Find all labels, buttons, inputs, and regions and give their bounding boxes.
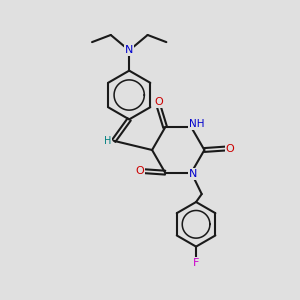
Text: F: F bbox=[193, 258, 199, 268]
Text: O: O bbox=[226, 143, 234, 154]
Text: O: O bbox=[135, 166, 144, 176]
Text: H: H bbox=[103, 136, 111, 146]
Text: N: N bbox=[125, 45, 134, 56]
Text: NH: NH bbox=[189, 119, 204, 129]
Text: N: N bbox=[189, 169, 197, 179]
Text: O: O bbox=[154, 97, 163, 107]
